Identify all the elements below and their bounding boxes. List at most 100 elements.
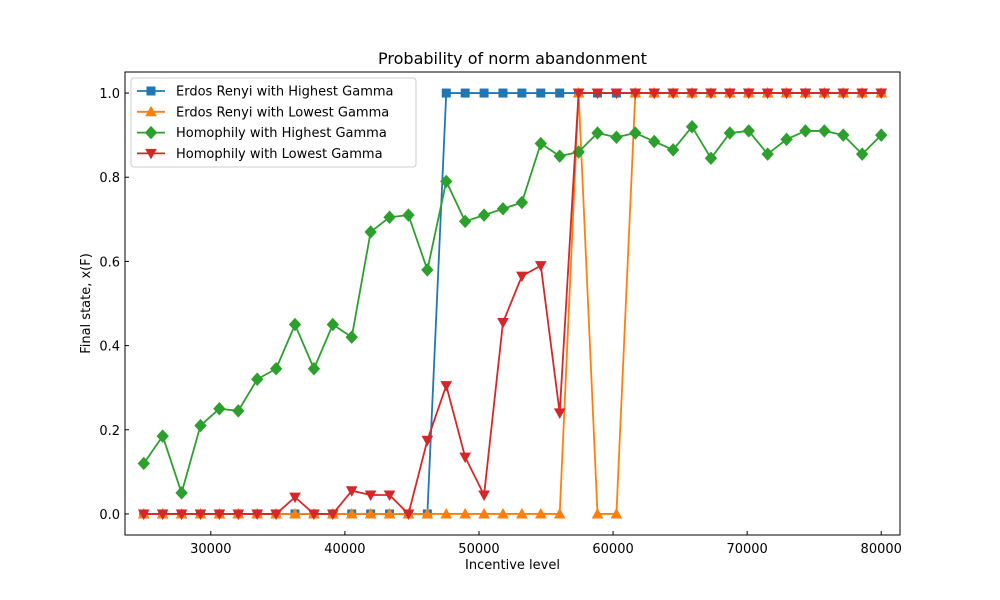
series-3-point [553, 149, 566, 163]
y-tick-label: 1.0 [99, 87, 120, 102]
series-4-point [289, 492, 301, 504]
series-4-point [213, 509, 226, 520]
series-4-point [572, 88, 585, 100]
series-3-point [818, 124, 831, 138]
series-3-point [799, 124, 812, 138]
series-2-point [289, 507, 301, 519]
series-4-point [516, 271, 528, 283]
series-3 [137, 119, 888, 500]
series-3-point [288, 317, 302, 332]
series-3-point [175, 486, 188, 500]
series-2-point [383, 507, 396, 519]
y-tick-label: 0.0 [99, 508, 120, 523]
series-4-point [818, 88, 831, 100]
series-3-point [364, 225, 377, 239]
series-2-point [534, 507, 547, 519]
series-3-point [629, 126, 642, 140]
series-4-point [421, 435, 434, 447]
y-tick-label: 0.4 [99, 340, 120, 355]
series-4-point [440, 381, 453, 392]
series-3-point [723, 126, 737, 140]
series-4-point [856, 88, 869, 100]
series-4-point [553, 408, 566, 419]
y-tick-label: 0.2 [99, 424, 120, 439]
series-4-point [156, 509, 169, 520]
y-axis-label: Final state, x(F) [79, 253, 94, 354]
x-axis-label: Incentive level [465, 558, 560, 573]
x-tick-label: 60000 [592, 542, 633, 557]
legend-label: Erdos Renyi with Highest Gamma [176, 85, 394, 100]
series-1-point [536, 88, 546, 98]
legend-item: Erdos Renyi with Lowest Gamma [137, 105, 389, 120]
series-4-point [799, 88, 812, 100]
x-tick-label: 50000 [458, 542, 499, 557]
series-4-point [629, 88, 642, 100]
series-3-point [345, 330, 358, 344]
series-3-point [704, 151, 718, 166]
series-3-point [610, 130, 623, 144]
series-3-point [269, 362, 283, 376]
series-2-point [345, 507, 358, 519]
axis-ticks: 30000 40000 50000 60000 70000 80000 0.0 0.2 0.4 0… [99, 87, 902, 557]
x-tick-label: 80000 [861, 542, 902, 557]
series-3-point [213, 401, 226, 416]
series-3-point [458, 214, 472, 229]
series-3-point [515, 195, 529, 210]
series-3-point [534, 136, 547, 151]
series-3-point [856, 147, 869, 161]
series-1-point [555, 88, 565, 98]
legend-swatch-marker [146, 86, 156, 96]
legend-swatch-marker [145, 148, 157, 160]
series-4-point [761, 88, 774, 100]
series-4-point [875, 88, 888, 100]
series-4-point [667, 88, 679, 100]
series-3-point [232, 404, 245, 418]
x-tick-label: 30000 [190, 542, 231, 557]
plot-frame [124, 71, 901, 536]
series-3-point [837, 128, 850, 142]
series-3-point [251, 372, 264, 387]
series-4-point [194, 509, 207, 520]
y-tick-label: 0.8 [99, 171, 120, 186]
series-3-line [143, 125, 882, 494]
series-2-point [497, 507, 509, 519]
series-4-point [137, 509, 150, 520]
series-3-point [137, 456, 150, 471]
series-3-point [666, 143, 680, 157]
series-3-point [742, 124, 755, 138]
series-3-point [591, 126, 604, 140]
series-4-point [345, 486, 358, 497]
series-3-point [440, 174, 453, 189]
series-1-point [517, 88, 527, 98]
series-3-point [761, 147, 774, 161]
series-4-point [270, 509, 282, 520]
plot-area [137, 87, 888, 520]
series-2-point [364, 507, 377, 519]
series-2-point [421, 507, 434, 519]
y-tick-label: 0.6 [99, 255, 120, 270]
series-1-point [441, 88, 451, 98]
series-4-line [143, 92, 882, 515]
series-4 [137, 88, 888, 520]
legend-item: Homophily with Highest Gamma [137, 125, 387, 141]
series-2-point [516, 507, 528, 519]
series-4-point [648, 88, 661, 100]
series-4-point [742, 88, 755, 100]
series-4-point [497, 317, 509, 329]
series-3-point [875, 128, 888, 142]
legend-item: Homophily with Lowest Gamma [137, 147, 383, 162]
series-2-point [610, 507, 623, 519]
series-3-point [477, 208, 491, 222]
x-tick-label: 70000 [726, 542, 767, 557]
series-3-point [307, 362, 321, 376]
series-4-point [308, 509, 320, 520]
series-4-point [402, 509, 415, 520]
series-3-point [648, 134, 661, 149]
series-3-point [326, 317, 340, 332]
series-2-point [553, 507, 566, 519]
series-4-point [705, 88, 717, 100]
legend-item: Erdos Renyi with Highest Gamma [137, 85, 394, 100]
legend-label: Homophily with Highest Gamma [176, 126, 387, 141]
legend-swatch-marker [145, 105, 157, 117]
